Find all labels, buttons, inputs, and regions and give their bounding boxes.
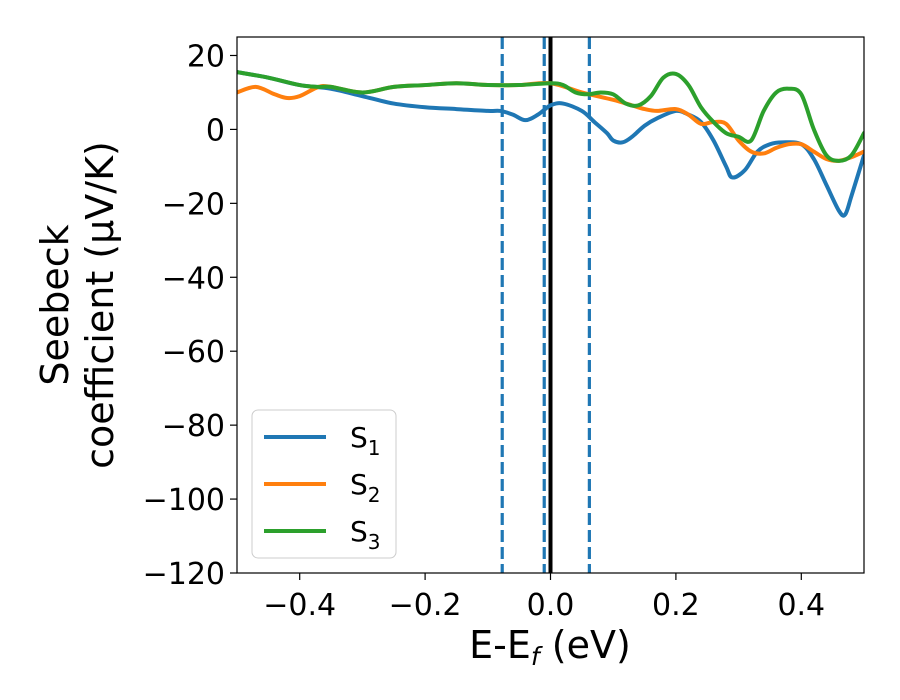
y-axis: 20 0 −20 −40 −60 −80 −100 −120 (143, 39, 237, 592)
x-tick-label: 0.2 (652, 588, 700, 623)
x-tick-label: 0.0 (527, 588, 575, 623)
legend-label-s3: S3 (350, 515, 381, 554)
y-axis-title-line1: Seebeck (33, 224, 77, 385)
y-tick-label: 0 (206, 113, 225, 148)
series-lines (237, 70, 864, 218)
y-tick-label: −20 (162, 187, 225, 222)
y-tick-label: −60 (162, 335, 225, 370)
x-tick-label: −0.4 (263, 588, 336, 623)
legend-label-s1: S1 (350, 421, 381, 460)
x-axis: −0.4 −0.2 0.0 0.2 0.4 (263, 573, 825, 623)
x-tick-label: −0.2 (389, 588, 462, 623)
y-tick-label: 20 (187, 39, 225, 74)
y-tick-label: −100 (143, 483, 225, 518)
reference-lines (500, 37, 591, 573)
y-tick-label: −80 (162, 409, 225, 444)
x-axis-title: E-Ef (eV) (469, 623, 631, 671)
legend-entries: S1 S2 S3 (264, 421, 381, 554)
legend: S1 S2 S3 (251, 409, 397, 559)
y-axis-title-line2: coefficient (μV/K) (78, 141, 122, 469)
y-tick-label: −40 (162, 261, 225, 296)
y-tick-label: −120 (143, 557, 225, 592)
legend-label-s2: S2 (350, 468, 381, 507)
series-line-s3 (237, 70, 864, 163)
x-tick-label: 0.4 (777, 588, 825, 623)
